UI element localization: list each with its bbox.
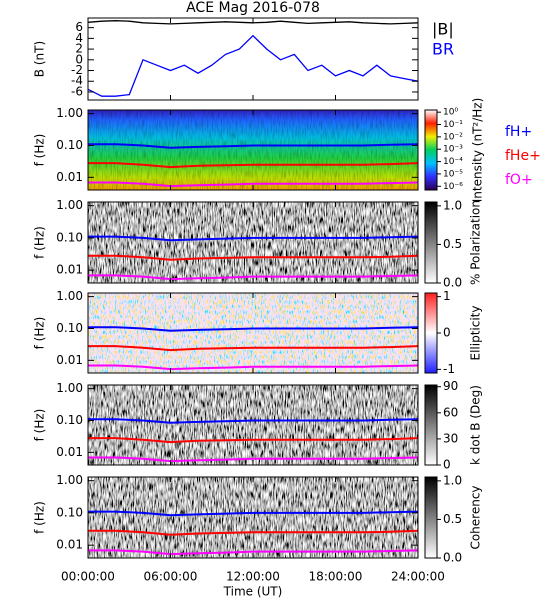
colorbar-label: k dot B (Deg) [469,385,483,465]
series-line [88,235,418,242]
y-tick-label: 0.10 [56,230,83,244]
series-line [88,418,418,424]
series-line [88,510,418,517]
colorbar-tick-label: 0.5 [443,237,462,251]
y-tick-label: 0.10 [56,413,83,427]
chart-title: ACE Mag 2016-078 [186,0,320,16]
series-line [88,456,418,463]
colorbar-tick-label: 90 [443,379,458,393]
colorbar-tick-label: 0.5 [443,512,462,526]
y-tick-label: 1.00 [56,381,83,395]
series-line [88,549,418,556]
y-tick-label: 2 [75,42,83,56]
colorbar-tick-label: 30 [443,431,458,445]
y-tick-label: 6 [75,20,83,34]
y-tick-label: 1.00 [56,198,83,212]
plot-frame [87,17,419,101]
y-tick-label: 4 [75,31,83,45]
y-axis-label: f (Hz) [33,134,47,167]
y-tick-label: 1.00 [56,473,83,487]
x-tick-label: 00:00:00 [61,570,115,584]
y-tick-label: -4 [71,74,83,88]
colorbar [424,476,438,559]
colorbar-tick-label: 1.0 [443,473,462,487]
spectrogram-bg [88,202,418,283]
colorbar-tick-label: 10⁰ [443,108,458,118]
legend-entry: BR [432,40,454,59]
colorbar-tick-label: 0.0 [443,551,462,565]
legend-entry: fHe+ [505,148,541,164]
colorbar [424,201,438,284]
colorbar-tick-label: 0.0 [443,276,462,290]
colorbar-label: Coherency [469,485,483,549]
y-tick-label: 1.00 [56,289,83,303]
y-axis-label: f (Hz) [33,317,47,350]
y-tick-label: 0.01 [56,353,83,367]
series-line [88,437,418,444]
spectrogram-bg [88,293,418,373]
y-tick-label: 0 [75,52,83,66]
series-line [88,143,418,149]
legend-entry: |B| [432,20,454,39]
spectrogram-bg [88,385,418,465]
y-tick-label: 0.10 [56,138,83,152]
colorbar-tick-label: 0 [443,326,451,340]
legend-entry: fH+ [505,124,532,140]
y-tick-label: 0.01 [56,263,83,277]
series-line [88,181,418,188]
series-line [88,364,418,371]
y-axis-label: B (nT) [33,41,47,77]
colorbar-tick-label: 1.0 [443,198,462,212]
colorbar-tick-label: 10⁻² [443,132,463,142]
series-line [88,529,418,536]
y-tick-label: 0.10 [56,505,83,519]
series-line [88,34,418,97]
y-tick-label: 0.01 [56,538,83,552]
colorbar-tick-label: 10⁻¹ [443,120,463,130]
colorbar [424,384,438,466]
series-line [88,162,418,169]
colorbar-tick-label: 60 [443,405,458,419]
colorbar-label: % Polarization [469,200,483,285]
y-tick-label: -2 [71,63,83,77]
colorbar-tick-label: 10⁻⁵ [443,169,463,179]
y-axis-label: f (Hz) [33,501,47,534]
colorbar [424,292,438,374]
colorbar [424,109,438,191]
series-line [88,345,418,352]
colorbar-label: Ellipticity [469,306,483,361]
series-line [88,254,418,261]
x-tick-label: 18:00:00 [309,570,363,584]
y-axis-label: f (Hz) [33,226,47,259]
colorbar-label: Intensity (nT²/Hz) [471,98,485,203]
y-tick-label: -6 [71,84,83,98]
spectrogram-texture [88,110,418,190]
spectrogram-bg [88,477,418,558]
y-tick-label: 0.01 [56,445,83,459]
y-tick-label: 1.00 [56,106,83,120]
y-tick-label: 0.10 [56,321,83,335]
colorbar-tick-label: 10⁻⁴ [443,157,463,167]
x-axis-label: Time (UT) [223,585,283,599]
colorbar-tick-label: 10⁻³ [443,145,463,155]
x-tick-label: 12:00:00 [226,570,280,584]
y-tick-label: 0.01 [56,170,83,184]
colorbar-tick-label: 10⁻⁶ [443,182,463,192]
colorbar-tick-label: 1 [443,289,451,303]
series-line [88,274,418,281]
colorbar-tick-label: 0 [443,458,451,472]
x-tick-label: 06:00:00 [144,570,198,584]
colorbar-tick-label: -1 [443,362,455,376]
series-line [88,326,418,332]
legend-entry: fO+ [505,172,533,188]
x-tick-label: 24:00:00 [391,570,445,584]
y-axis-label: f (Hz) [33,409,47,442]
